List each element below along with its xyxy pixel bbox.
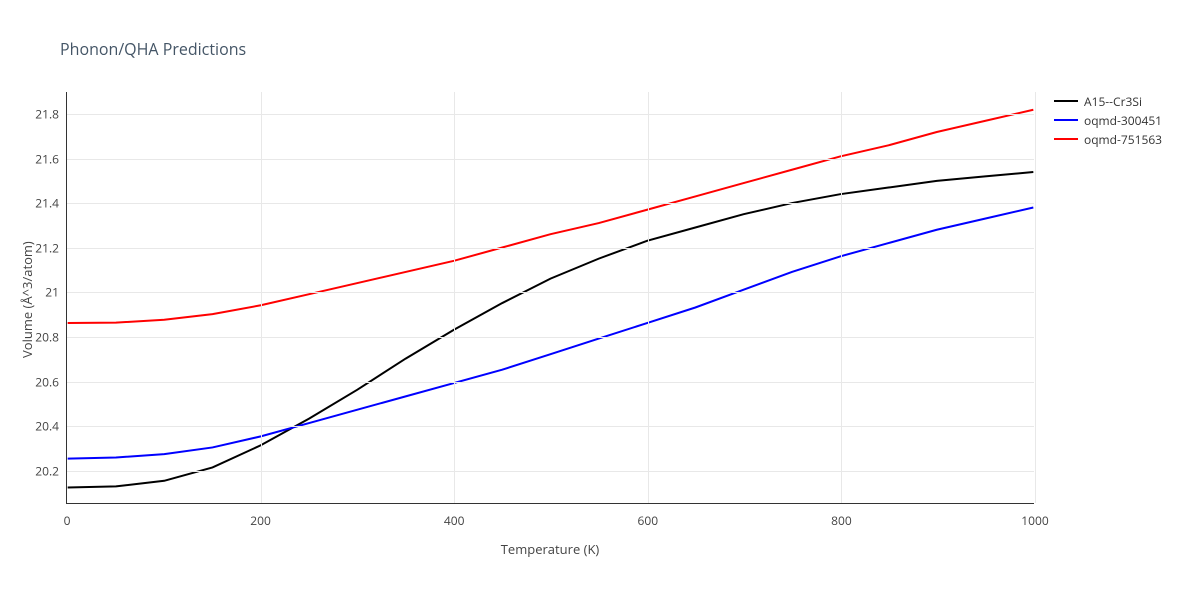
y-tick-label: 21.8 bbox=[19, 106, 59, 123]
x-tick-label: 600 bbox=[638, 512, 659, 529]
y-axis-label: Volume (Å^3/atom) bbox=[18, 241, 36, 358]
grid-line-horizontal bbox=[67, 159, 1034, 160]
grid-line-vertical bbox=[454, 92, 455, 503]
y-tick-label: 20.4 bbox=[19, 418, 59, 435]
x-tick-label: 200 bbox=[250, 512, 271, 529]
legend-item[interactable]: A15--Cr3Si bbox=[1054, 92, 1162, 110]
grid-line-vertical bbox=[261, 92, 262, 503]
x-tick-label: 800 bbox=[831, 512, 852, 529]
series-line[interactable] bbox=[68, 110, 1034, 323]
x-tick-label: 0 bbox=[64, 512, 71, 529]
grid-line-horizontal bbox=[67, 114, 1034, 115]
legend-item[interactable]: oqmd-751563 bbox=[1054, 130, 1162, 148]
plot-area[interactable]: 0200400600800100020.220.420.620.82121.22… bbox=[66, 92, 1034, 504]
grid-line-horizontal bbox=[67, 203, 1034, 204]
y-tick-label: 21.6 bbox=[19, 150, 59, 167]
legend-label: oqmd-300451 bbox=[1084, 112, 1162, 129]
series-line[interactable] bbox=[68, 208, 1034, 459]
series-line[interactable] bbox=[68, 172, 1034, 487]
legend-label: oqmd-751563 bbox=[1084, 131, 1162, 148]
legend-swatch bbox=[1054, 138, 1078, 140]
y-tick-label: 20.6 bbox=[19, 373, 59, 390]
grid-line-horizontal bbox=[67, 471, 1034, 472]
chart-lines-svg bbox=[67, 92, 1034, 503]
grid-line-horizontal bbox=[67, 337, 1034, 338]
grid-line-vertical bbox=[841, 92, 842, 503]
grid-line-horizontal bbox=[67, 248, 1034, 249]
x-tick-label: 400 bbox=[444, 512, 465, 529]
x-tick-label: 1000 bbox=[1021, 512, 1048, 529]
chart-title: Phonon/QHA Predictions bbox=[60, 38, 246, 60]
legend-item[interactable]: oqmd-300451 bbox=[1054, 111, 1162, 129]
grid-line-vertical bbox=[1035, 92, 1036, 503]
x-axis-label: Temperature (K) bbox=[501, 540, 600, 558]
y-tick-label: 21.4 bbox=[19, 195, 59, 212]
legend[interactable]: A15--Cr3Si oqmd-300451 oqmd-751563 bbox=[1054, 92, 1162, 149]
legend-swatch bbox=[1054, 119, 1078, 121]
legend-label: A15--Cr3Si bbox=[1084, 93, 1142, 110]
grid-line-vertical bbox=[648, 92, 649, 503]
legend-swatch bbox=[1054, 100, 1078, 102]
y-tick-label: 20.2 bbox=[19, 462, 59, 479]
grid-line-horizontal bbox=[67, 292, 1034, 293]
grid-line-horizontal bbox=[67, 382, 1034, 383]
chart-container: Phonon/QHA Predictions 02004006008001000… bbox=[0, 0, 1200, 600]
grid-line-horizontal bbox=[67, 426, 1034, 427]
